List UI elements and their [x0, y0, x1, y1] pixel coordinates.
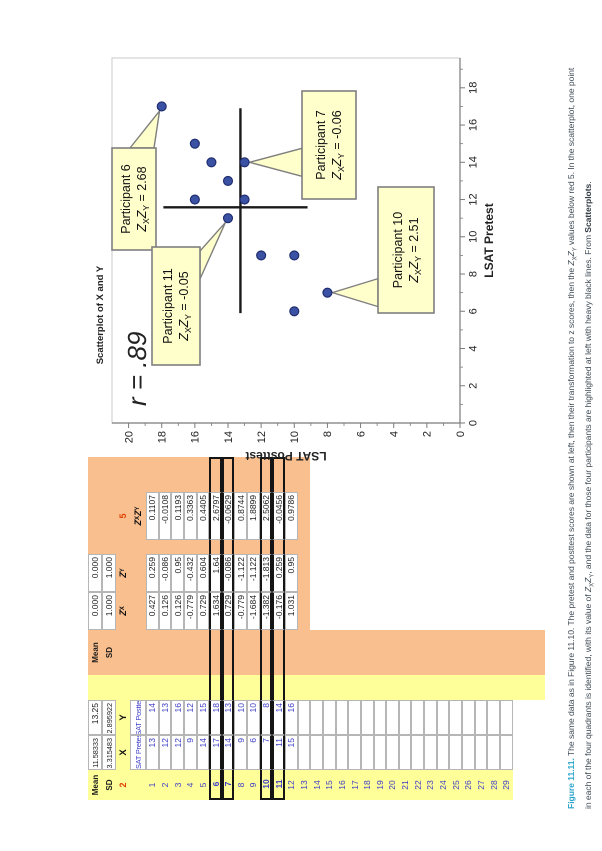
caption-text: in each of the four quadrants is identif… [583, 592, 593, 809]
y-tick-label: 12 [256, 431, 268, 443]
callout-box [301, 90, 357, 200]
scatter-point [256, 250, 267, 261]
callout-box [377, 186, 435, 314]
figure-caption-line1: Figure 11.11. The same data as in Figure… [566, 68, 579, 809]
callout-zxzy-value: ZXZY = -0.05 [177, 271, 193, 341]
callout-zxzy-value: ZXZY = -0.06 [330, 110, 346, 180]
caption-text: , and the data for those four participan… [583, 232, 593, 574]
y-axis-title: LSAT Posttest [245, 449, 326, 463]
scatter-point [156, 101, 167, 112]
y-tick-label: 20 [123, 431, 135, 443]
scatter-point [222, 175, 234, 186]
callout-tail [128, 108, 161, 149]
callout-zxzy-value: ZXZY = 2.51 [407, 217, 423, 283]
figure-caption-line2: in each of the four quadrants is identif… [583, 181, 596, 809]
x-tick-label: 12 [468, 193, 480, 205]
callout-participant-label: Participant 10 [391, 212, 405, 288]
y-tick-label: 14 [223, 431, 235, 443]
x-tick-label: 2 [468, 383, 480, 389]
callout-box [111, 147, 157, 251]
callout-tail [199, 221, 227, 280]
scatter-point [189, 138, 200, 149]
scatter-point [189, 194, 200, 205]
x-tick-label: 8 [468, 271, 480, 277]
x-tick-label: 16 [468, 119, 480, 131]
scatter-point [239, 194, 250, 205]
scatter-point [289, 306, 300, 317]
caption-text: . [583, 181, 593, 184]
caption-text: The same data as in Figure 11.10. The pr… [566, 265, 576, 759]
x-tick-label: 14 [468, 156, 480, 168]
caption-zxzy-symbol: ZXZY [566, 247, 579, 266]
caption-zxzy-symbol: ZXZY [583, 573, 596, 593]
x-axis-title: LSAT Pretest [482, 203, 496, 277]
x-tick-label: 10 [468, 231, 480, 243]
y-tick-label: 0 [455, 431, 467, 437]
x-tick-label: 6 [468, 308, 480, 314]
x-tick-label: 0 [468, 420, 480, 426]
callout-zxzy-value: ZXZY = 2.68 [135, 166, 151, 232]
callout-participant-label: Participant 6 [119, 164, 133, 234]
x-tick-label: 4 [468, 345, 480, 351]
caption-bold-text: Scatterplots [583, 183, 593, 233]
y-tick-label: 8 [322, 431, 334, 437]
y-tick-label: 16 [190, 431, 202, 443]
callout-tail [246, 147, 303, 178]
y-tick-label: 4 [389, 431, 401, 437]
y-tick-label: 6 [355, 431, 367, 437]
correlation-label: r = .89 [122, 332, 152, 406]
callout-participant-label: Participant 11 [161, 268, 175, 344]
callout-participant-label: Participant 7 [314, 110, 328, 180]
chart-title: Scatterplot of X and Y [95, 265, 106, 364]
x-tick-label: 18 [468, 82, 480, 94]
scatter-point [322, 287, 333, 298]
y-tick-label: 18 [157, 431, 169, 443]
y-tick-label: 2 [422, 431, 434, 437]
scatter-point [222, 213, 234, 224]
callout-box [151, 246, 201, 366]
callout-tail [330, 277, 379, 308]
scatter-point [289, 250, 300, 261]
scatter-point [239, 157, 250, 168]
caption-figure-number: Figure 11.11. [566, 758, 576, 809]
scatter-point [206, 157, 217, 168]
caption-text: values below red 5. In the scatterplot, … [566, 67, 576, 248]
y-tick-label: 10 [289, 431, 301, 443]
